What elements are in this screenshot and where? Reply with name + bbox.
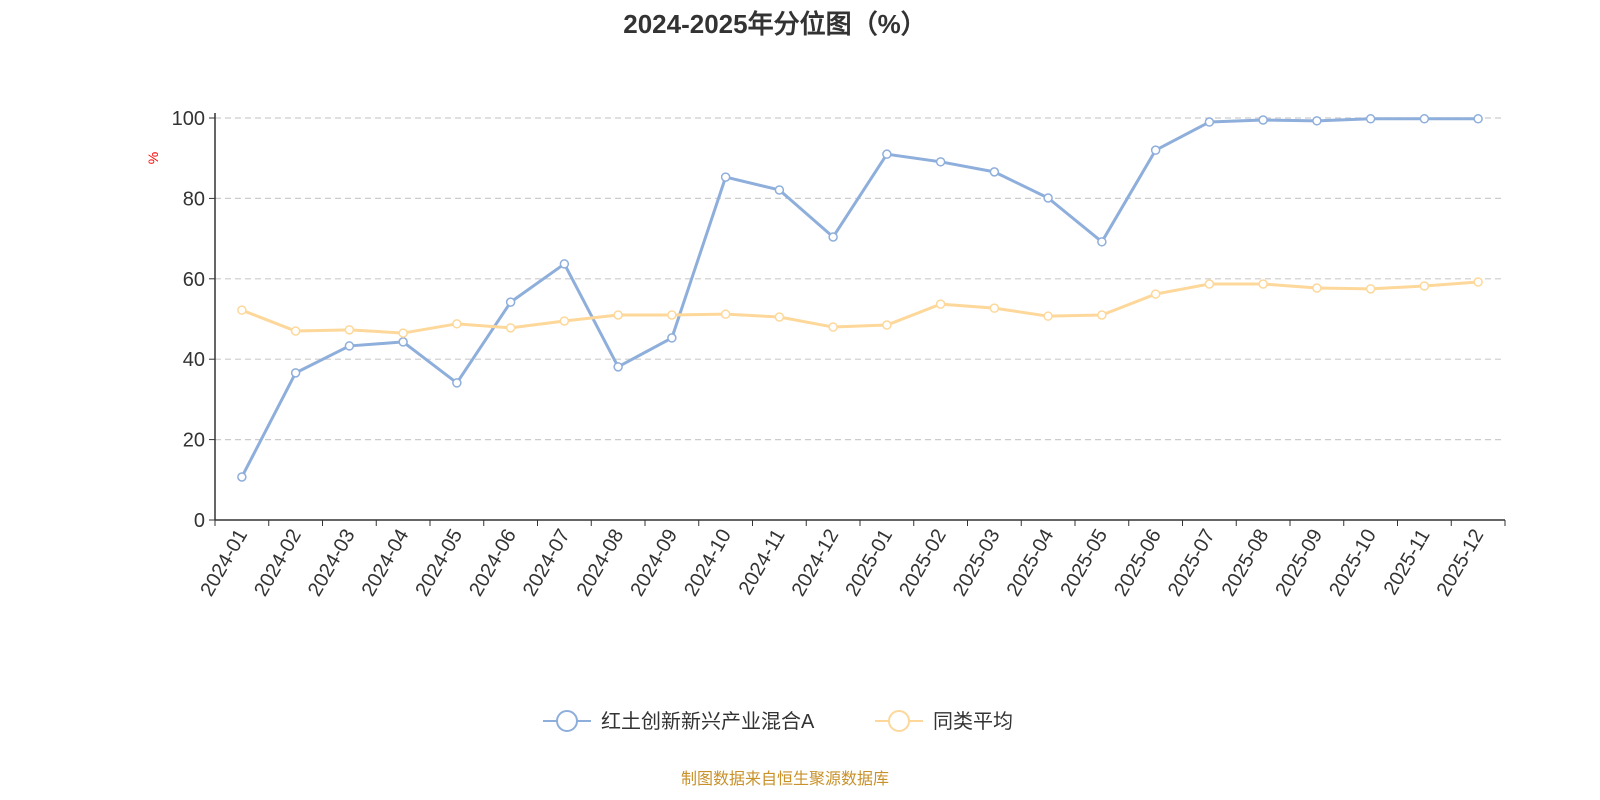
data-point	[774, 312, 785, 322]
data-point	[1150, 145, 1161, 155]
x-tick-label: 2024-10	[680, 526, 736, 601]
data-point	[1204, 279, 1215, 289]
x-tick-label: 2025-05	[1056, 526, 1112, 601]
data-point	[1312, 283, 1322, 293]
data-point	[882, 149, 892, 159]
data-point	[1204, 117, 1215, 127]
legend-marker-icon	[888, 710, 910, 732]
y-axis-label: %	[145, 152, 161, 164]
y-tick-label: 40	[183, 349, 205, 371]
data-point	[720, 309, 731, 319]
x-tick-label: 2024-01	[196, 526, 252, 601]
legend-marker-icon	[556, 710, 578, 732]
data-point	[1365, 284, 1376, 294]
data-point	[290, 326, 301, 336]
data-point	[828, 322, 838, 332]
x-tick-label: 2024-11	[735, 526, 790, 599]
data-point	[828, 232, 838, 242]
data-point	[1473, 277, 1483, 287]
x-tick-label: 2025-03	[949, 526, 1005, 601]
data-point	[1150, 289, 1161, 299]
data-point	[1258, 279, 1268, 289]
data-point	[452, 319, 462, 329]
data-point	[613, 362, 623, 372]
x-tick-label: 2025-09	[1271, 526, 1327, 601]
x-tick-label: 2024-07	[519, 526, 575, 601]
data-point	[1312, 116, 1322, 126]
x-tick-label: 2024-03	[304, 526, 360, 601]
data-point	[344, 325, 355, 335]
x-tick-label: 2025-07	[1164, 526, 1220, 601]
y-tick-label: 80	[183, 188, 205, 210]
data-point	[237, 472, 247, 482]
y-tick-label: 100	[172, 108, 205, 130]
data-point	[720, 172, 731, 182]
data-source-footer: 制图数据来自恒生聚源数据库	[680, 771, 889, 788]
data-point	[1473, 114, 1483, 124]
data-point	[1258, 115, 1268, 125]
x-tick-label: 2025-01	[841, 526, 897, 601]
data-point	[667, 333, 677, 343]
data-point	[237, 305, 247, 315]
data-point	[1043, 311, 1053, 321]
x-tick-label: 2024-09	[626, 526, 682, 601]
data-point	[452, 378, 462, 388]
y-tick-label: 20	[183, 430, 205, 452]
data-point	[398, 337, 408, 347]
data-point	[398, 328, 408, 338]
data-point	[1419, 281, 1430, 291]
data-point	[935, 299, 946, 309]
x-tick-label: 2024-08	[573, 526, 629, 601]
series-line-1	[241, 280, 1479, 335]
x-tick-label: 2025-02	[895, 526, 951, 601]
data-point	[1419, 114, 1430, 124]
x-tick-label: 2024-12	[788, 526, 844, 601]
x-tick-label: 2024-04	[358, 526, 414, 601]
x-tick-label: 2024-06	[465, 526, 521, 601]
data-point	[1097, 237, 1107, 247]
x-tick-label: 2025-06	[1110, 526, 1166, 601]
x-tick-label: 2025-12	[1433, 526, 1489, 601]
data-point	[505, 323, 516, 333]
data-point	[1043, 193, 1053, 203]
legend-label: 同类平均	[933, 710, 1013, 733]
data-point	[613, 310, 623, 320]
data-point	[344, 341, 355, 351]
data-point	[505, 297, 516, 307]
data-point	[667, 310, 677, 320]
data-point	[559, 259, 570, 269]
x-tick-label: 2025-11	[1380, 526, 1435, 599]
data-point	[559, 316, 570, 326]
x-tick-label: 2025-08	[1218, 526, 1274, 601]
x-tick-label: 2024-02	[250, 526, 306, 601]
series-line-0	[240, 117, 1479, 478]
data-point	[290, 368, 301, 378]
data-point	[989, 303, 1000, 313]
data-point	[1097, 310, 1107, 320]
legend-label: 红土创新新兴产业混合A	[601, 710, 815, 733]
x-tick-label: 2025-10	[1325, 526, 1381, 601]
data-point	[1365, 114, 1376, 124]
data-point	[989, 167, 1000, 177]
x-tick-label: 2025-04	[1003, 526, 1059, 601]
x-tick-label: 2024-05	[411, 526, 467, 601]
y-tick-label: 0	[194, 510, 205, 532]
chart-title: 2024-2025年分位图（%）	[623, 9, 927, 39]
data-point	[935, 157, 946, 167]
data-point	[774, 185, 785, 195]
data-point	[882, 320, 892, 330]
y-tick-label: 60	[183, 269, 205, 291]
